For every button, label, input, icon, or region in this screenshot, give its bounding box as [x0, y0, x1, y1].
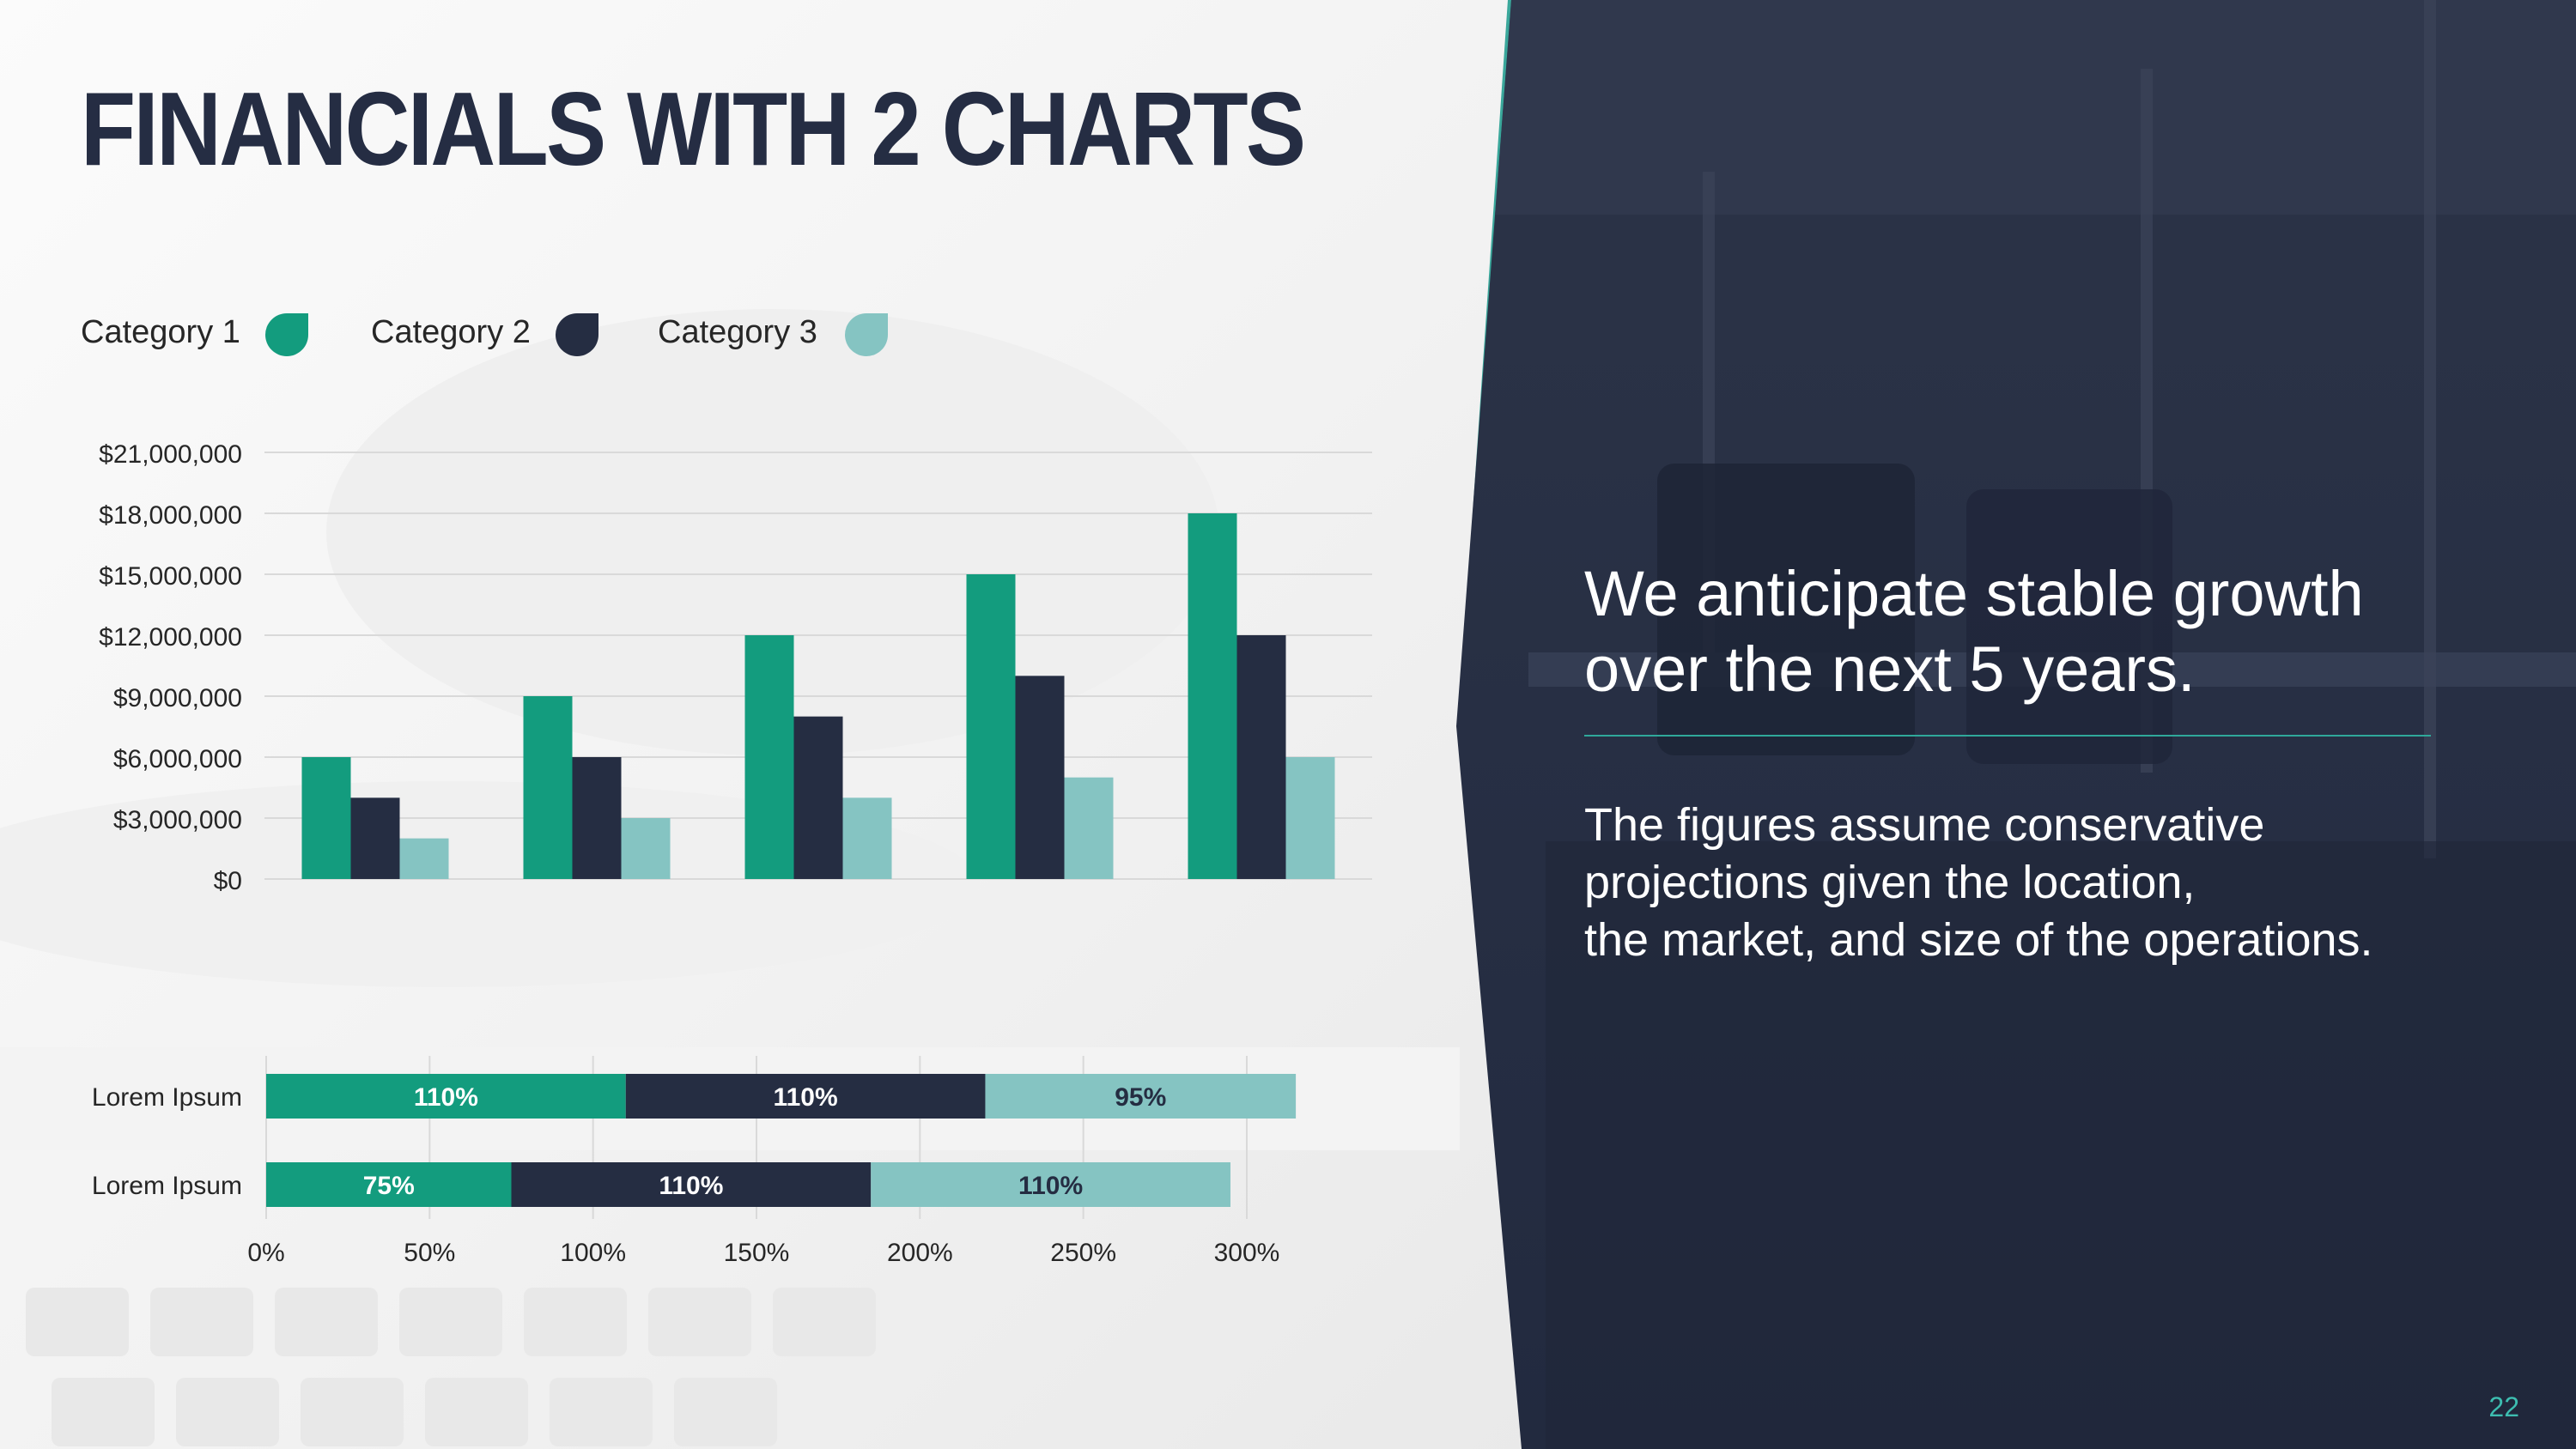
x-tick-label: 50% [404, 1239, 455, 1267]
leaf-icon [845, 313, 888, 356]
x-tick-label: 0% [247, 1239, 284, 1267]
body-line: the market, and size of the operations. [1584, 914, 2373, 966]
data-label: 110% [1018, 1172, 1083, 1200]
category-label: Lorem Ipsum [92, 1172, 242, 1200]
column-bar [1285, 757, 1335, 879]
column-bar [1015, 676, 1065, 879]
column-bar [744, 635, 794, 879]
y-tick-label: $15,000,000 [99, 562, 242, 591]
headline-line: over the next 5 years. [1584, 634, 2196, 705]
stacked-bar-segment [871, 1162, 1230, 1207]
column-bar [793, 716, 843, 879]
column-bar [350, 797, 400, 879]
slide-title: FINANCIALS WITH 2 CHARTS [81, 70, 1306, 187]
stacked-bar-segment [625, 1074, 986, 1119]
data-label: 110% [659, 1172, 723, 1200]
column-bar [1064, 777, 1114, 879]
y-tick-label: $6,000,000 [113, 745, 242, 773]
data-label: 75% [363, 1172, 415, 1200]
stacked-bar-segment [266, 1162, 512, 1207]
x-tick-label: 100% [560, 1239, 626, 1267]
body-text: The figures assume conservative projecti… [1584, 797, 2512, 969]
stacked-bar-chart: 0% 50% 100% 150% 200% 250% 300% Lorem Ipsum 110%… [92, 1056, 1297, 1267]
column-bar [399, 838, 449, 879]
page-number: 22 [2488, 1391, 2519, 1422]
column-bar [621, 818, 671, 879]
x-tick-label: 250% [1050, 1239, 1116, 1267]
y-tick-label: $21,000,000 [99, 440, 242, 469]
body-line: The figures assume conservative [1584, 799, 2265, 851]
headline-divider [1584, 735, 2431, 737]
x-tick-label: 300% [1214, 1239, 1280, 1267]
category-label: Lorem Ipsum [92, 1083, 242, 1112]
column-bar [572, 757, 622, 879]
y-tick-label: $12,000,000 [99, 623, 242, 652]
data-label: 110% [774, 1083, 838, 1112]
column-chart: $0 $3,000,000 $6,000,000 $9,000,000 $12,000,… [99, 440, 1372, 895]
column-bar [1188, 513, 1237, 879]
x-tick-label: 150% [724, 1239, 790, 1267]
stacked-bar-segment [985, 1074, 1297, 1119]
leaf-icon [265, 313, 308, 356]
legend-label: Category 3 [658, 314, 817, 350]
y-tick-label: $0 [214, 867, 242, 895]
column-bar [523, 696, 573, 879]
headline: We anticipate stable growth over the nex… [1584, 556, 2443, 707]
stacked-bar-segment [511, 1162, 872, 1207]
column-bar [842, 797, 892, 879]
body-line: projections given the location, [1584, 857, 2196, 908]
data-label: 95% [1115, 1083, 1166, 1112]
column-bar [301, 757, 351, 879]
x-tick-label: 200% [887, 1239, 953, 1267]
y-tick-label: $18,000,000 [99, 501, 242, 530]
data-label: 110% [414, 1083, 478, 1112]
leaf-icon [556, 313, 598, 356]
stacked-bar-segment [266, 1074, 626, 1119]
column-bar [966, 574, 1016, 879]
legend-label: Category 1 [81, 314, 240, 350]
legend-label: Category 2 [371, 314, 531, 350]
headline-line: We anticipate stable growth [1584, 558, 2364, 629]
y-tick-label: $3,000,000 [113, 806, 242, 834]
y-tick-label: $9,000,000 [113, 684, 242, 712]
column-bar [1236, 635, 1286, 879]
